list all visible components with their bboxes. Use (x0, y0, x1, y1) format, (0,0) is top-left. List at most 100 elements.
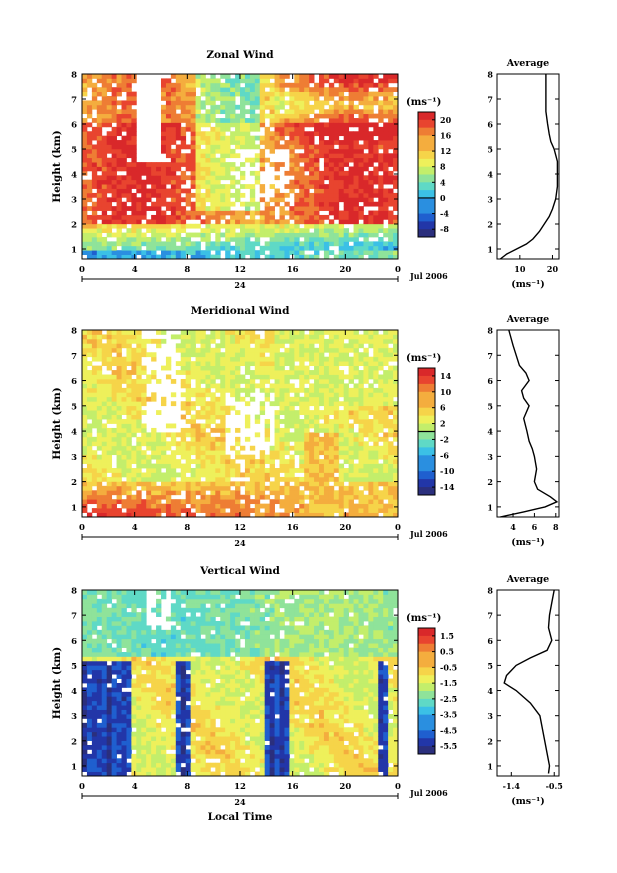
heatmap-cell (363, 459, 369, 464)
heatmap-cell (393, 87, 399, 93)
heatmap-cell (215, 383, 221, 389)
heatmap-cell (116, 634, 122, 640)
heatmap-cell (378, 250, 384, 255)
heatmap-cell (106, 232, 113, 238)
heatmap-cell (205, 236, 211, 242)
heatmap-cell (363, 508, 369, 513)
heatmap-cell (319, 330, 325, 335)
heatmap-cell (141, 463, 147, 469)
heatmap-cell (200, 162, 206, 167)
heatmap-cell (348, 254, 354, 260)
heatmap-cell (373, 126, 379, 132)
heatmap-cell (269, 334, 275, 340)
heatmap-cell (215, 356, 221, 362)
heatmap-cell (269, 352, 275, 358)
heatmap-cell (151, 454, 157, 460)
heatmap-cell (274, 109, 280, 115)
heatmap-cell (170, 503, 177, 509)
heatmap-cell (393, 343, 399, 349)
heatmap-cell (146, 166, 152, 172)
heatmap-cell (205, 232, 211, 238)
heatmap-cell (304, 414, 310, 420)
heatmap-cell (373, 436, 379, 442)
heatmap-cell (86, 771, 93, 777)
heatmap-cell (294, 223, 300, 229)
heatmap-cell (294, 436, 300, 442)
heatmap-cell (373, 512, 379, 518)
colorbar-segment (418, 112, 435, 121)
heatmap-cell (175, 245, 182, 251)
heatmap-cell (289, 162, 295, 167)
heatmap-cell (101, 643, 108, 648)
heatmap-cell (363, 374, 369, 380)
heatmap-cell (358, 131, 364, 137)
heatmap-cell (86, 652, 93, 657)
heatmap-cell (91, 157, 98, 163)
heatmap-cell (244, 512, 251, 518)
heatmap-cell (368, 162, 374, 167)
heatmap-cell (304, 481, 310, 487)
heatmap-cell (314, 148, 320, 154)
heatmap-cell (91, 638, 98, 644)
colorbar-tick-label: 10 (440, 387, 452, 397)
heatmap-cell (126, 387, 132, 393)
heatmap-cell (314, 512, 320, 518)
heatmap-cell (96, 396, 103, 402)
heatmap-cell (190, 175, 196, 181)
heatmap-cell (215, 250, 221, 255)
heatmap-cell (264, 126, 271, 132)
heatmap-cell (368, 387, 374, 393)
heatmap-cell (373, 485, 379, 491)
heatmap-cell (368, 454, 374, 460)
heatmap-cell (96, 370, 103, 375)
heatmap-cell (136, 330, 142, 335)
heatmap-cell (91, 135, 98, 141)
heatmap-cell (284, 436, 290, 442)
heatmap-cell (121, 481, 127, 487)
heatmap-cell (240, 131, 246, 137)
heatmap-cell (121, 179, 127, 185)
heatmap-cell (338, 441, 345, 447)
heatmap-cell (131, 245, 137, 251)
heatmap-cell (353, 361, 359, 367)
heatmap-cell (328, 96, 335, 101)
heatmap-cell (225, 118, 231, 123)
heatmap-cell (101, 512, 108, 518)
heatmap-cell (284, 118, 290, 123)
heatmap-cell (126, 436, 132, 442)
heatmap-cell (175, 485, 182, 491)
heatmap-cell (338, 410, 345, 415)
heatmap-cell (210, 118, 216, 123)
heatmap-cell (323, 245, 330, 251)
average-y-tick-label: 4 (487, 427, 493, 437)
heatmap-cell (96, 184, 103, 189)
heatmap-cell (101, 612, 108, 617)
heatmap-cell (328, 170, 335, 176)
heatmap-cell (170, 100, 177, 106)
heatmap-cell (225, 192, 231, 198)
heatmap-cell (106, 175, 113, 181)
heatmap-cell (323, 236, 330, 242)
heatmap-cell (225, 206, 231, 211)
heatmap-cell (96, 652, 103, 657)
heatmap-cell (106, 665, 113, 671)
heatmap-cell (106, 410, 113, 415)
heatmap-cell (309, 74, 315, 79)
heatmap-cell (363, 104, 369, 110)
heatmap-cell (225, 512, 231, 518)
heatmap-cell (323, 122, 330, 128)
heatmap-cell (210, 392, 216, 398)
heatmap-cell (151, 219, 157, 225)
heatmap-cell (86, 383, 93, 389)
heatmap-cell (338, 170, 345, 176)
heatmap-cell (225, 481, 231, 487)
heatmap-cell (131, 210, 137, 216)
heatmap-cell (259, 197, 266, 203)
heatmap-cell (368, 170, 374, 176)
heatmap-cell (215, 472, 221, 478)
heatmap-cell (131, 432, 137, 438)
heatmap-cell (328, 126, 335, 132)
heatmap-cell (82, 157, 88, 163)
heatmap-cell (82, 499, 88, 505)
heatmap-cell (304, 91, 310, 97)
